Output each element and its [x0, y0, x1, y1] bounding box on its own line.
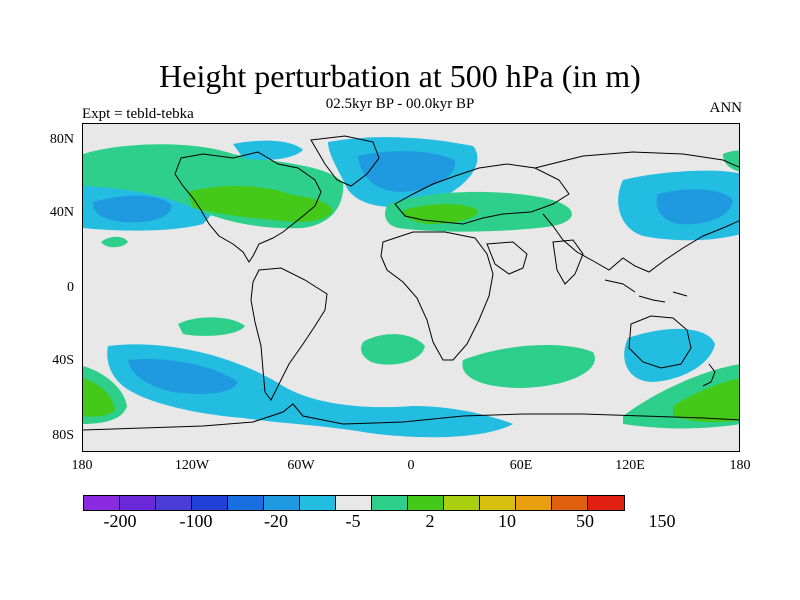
colorbar-box-2: [156, 496, 192, 510]
anomaly-region-south-pacific-mid: [128, 358, 238, 394]
colorbar-box-14: [588, 496, 624, 510]
colorbar-box-6: [300, 496, 336, 510]
anomaly-region-west-pacific-mid: [656, 189, 733, 225]
anomaly-region-southern-ocean-green-east: [673, 378, 739, 423]
season-label: ANN: [709, 100, 743, 116]
colorbar-box-5: [264, 496, 300, 510]
colorbar-box-13: [552, 496, 588, 510]
lat-label-40n: 40N: [49, 205, 74, 220]
coastline-south-america: [250, 267, 328, 401]
colorbar-label-minus20: -20: [264, 511, 288, 531]
lon-label-120w: 120W: [174, 458, 210, 473]
colorbar-box-9: [408, 496, 444, 510]
anomaly-region-east-asia-teal: [723, 150, 739, 172]
plot-title: Height perturbation at 500 hPa (in m): [159, 58, 641, 94]
anomaly-region-tropical-teal-1: [101, 236, 128, 248]
lon-label-180e: 180: [729, 458, 751, 473]
anomaly-region-south-indian-teal: [462, 345, 595, 388]
lon-label-60w: 60W: [287, 458, 315, 473]
colorbar-box-3: [192, 496, 228, 510]
colorbar-label-minus200: -200: [103, 511, 137, 531]
colorbar-label-minus5: -5: [345, 511, 361, 531]
anomaly-region-australia-blue: [624, 328, 715, 382]
anomaly-map: [83, 124, 739, 451]
lat-label-80s: 80S: [52, 428, 74, 443]
colorbar-label-50: 50: [576, 511, 594, 531]
lat-label-0: 0: [67, 280, 74, 295]
coastline-antarctica: [83, 403, 739, 431]
coastlines: [83, 135, 739, 431]
colorbar-label-minus100: -100: [179, 511, 213, 531]
anomaly-region-tropical-teal-2: [178, 317, 245, 336]
anomaly-region-south-pacific-blue: [107, 344, 513, 438]
plot-subtitle: 02.5kyr BP - 00.0kyr BP: [325, 96, 475, 112]
colorbar-label-150: 150: [648, 511, 676, 531]
experiment-label: Expt = tebld-tebka: [82, 106, 194, 122]
coastline-indonesia: [604, 279, 688, 303]
coastline-africa: [380, 231, 494, 361]
anomaly-region-north-atlantic-mid: [358, 151, 456, 192]
anomaly-region-namerica-green: [188, 186, 333, 222]
lon-label-60e: 60E: [509, 458, 533, 473]
colorbar: [83, 495, 625, 511]
coastline-arabia-india: [486, 239, 584, 285]
colorbar-box-11: [480, 496, 516, 510]
colorbar-box-1: [120, 496, 156, 510]
colorbar-box-0: [84, 496, 120, 510]
colorbar-box-12: [516, 496, 552, 510]
map-panel: [82, 123, 740, 452]
anomaly-region-tropical-teal-3: [361, 334, 425, 365]
lon-label-180w: 180: [71, 458, 93, 473]
colorbar-box-8: [372, 496, 408, 510]
anomaly-region-arctic-blue: [233, 140, 303, 160]
lat-label-40s: 40S: [52, 353, 74, 368]
anomaly-region-europe-green: [403, 204, 478, 224]
colorbar-box-4: [228, 496, 264, 510]
colorbar-label-10: 10: [498, 511, 516, 531]
colorbar-box-7: [336, 496, 372, 510]
anomaly-region-north-pacific-mid: [93, 195, 172, 223]
anomaly-region-south-pacific-green-west: [83, 378, 115, 417]
coastline-europe: [394, 163, 570, 225]
lon-label-120e: 120E: [615, 458, 645, 473]
colorbar-label-2: 2: [425, 511, 435, 531]
coastline-north-america: [174, 151, 322, 263]
coastline-new-zealand: [702, 363, 716, 387]
coastline-australia: [628, 315, 692, 369]
lat-label-80n: 80N: [49, 132, 74, 147]
lon-label-0: 0: [407, 458, 415, 473]
colorbar-box-10: [444, 496, 480, 510]
coastline-greenland: [310, 135, 380, 187]
coastline-asia: [534, 151, 739, 273]
